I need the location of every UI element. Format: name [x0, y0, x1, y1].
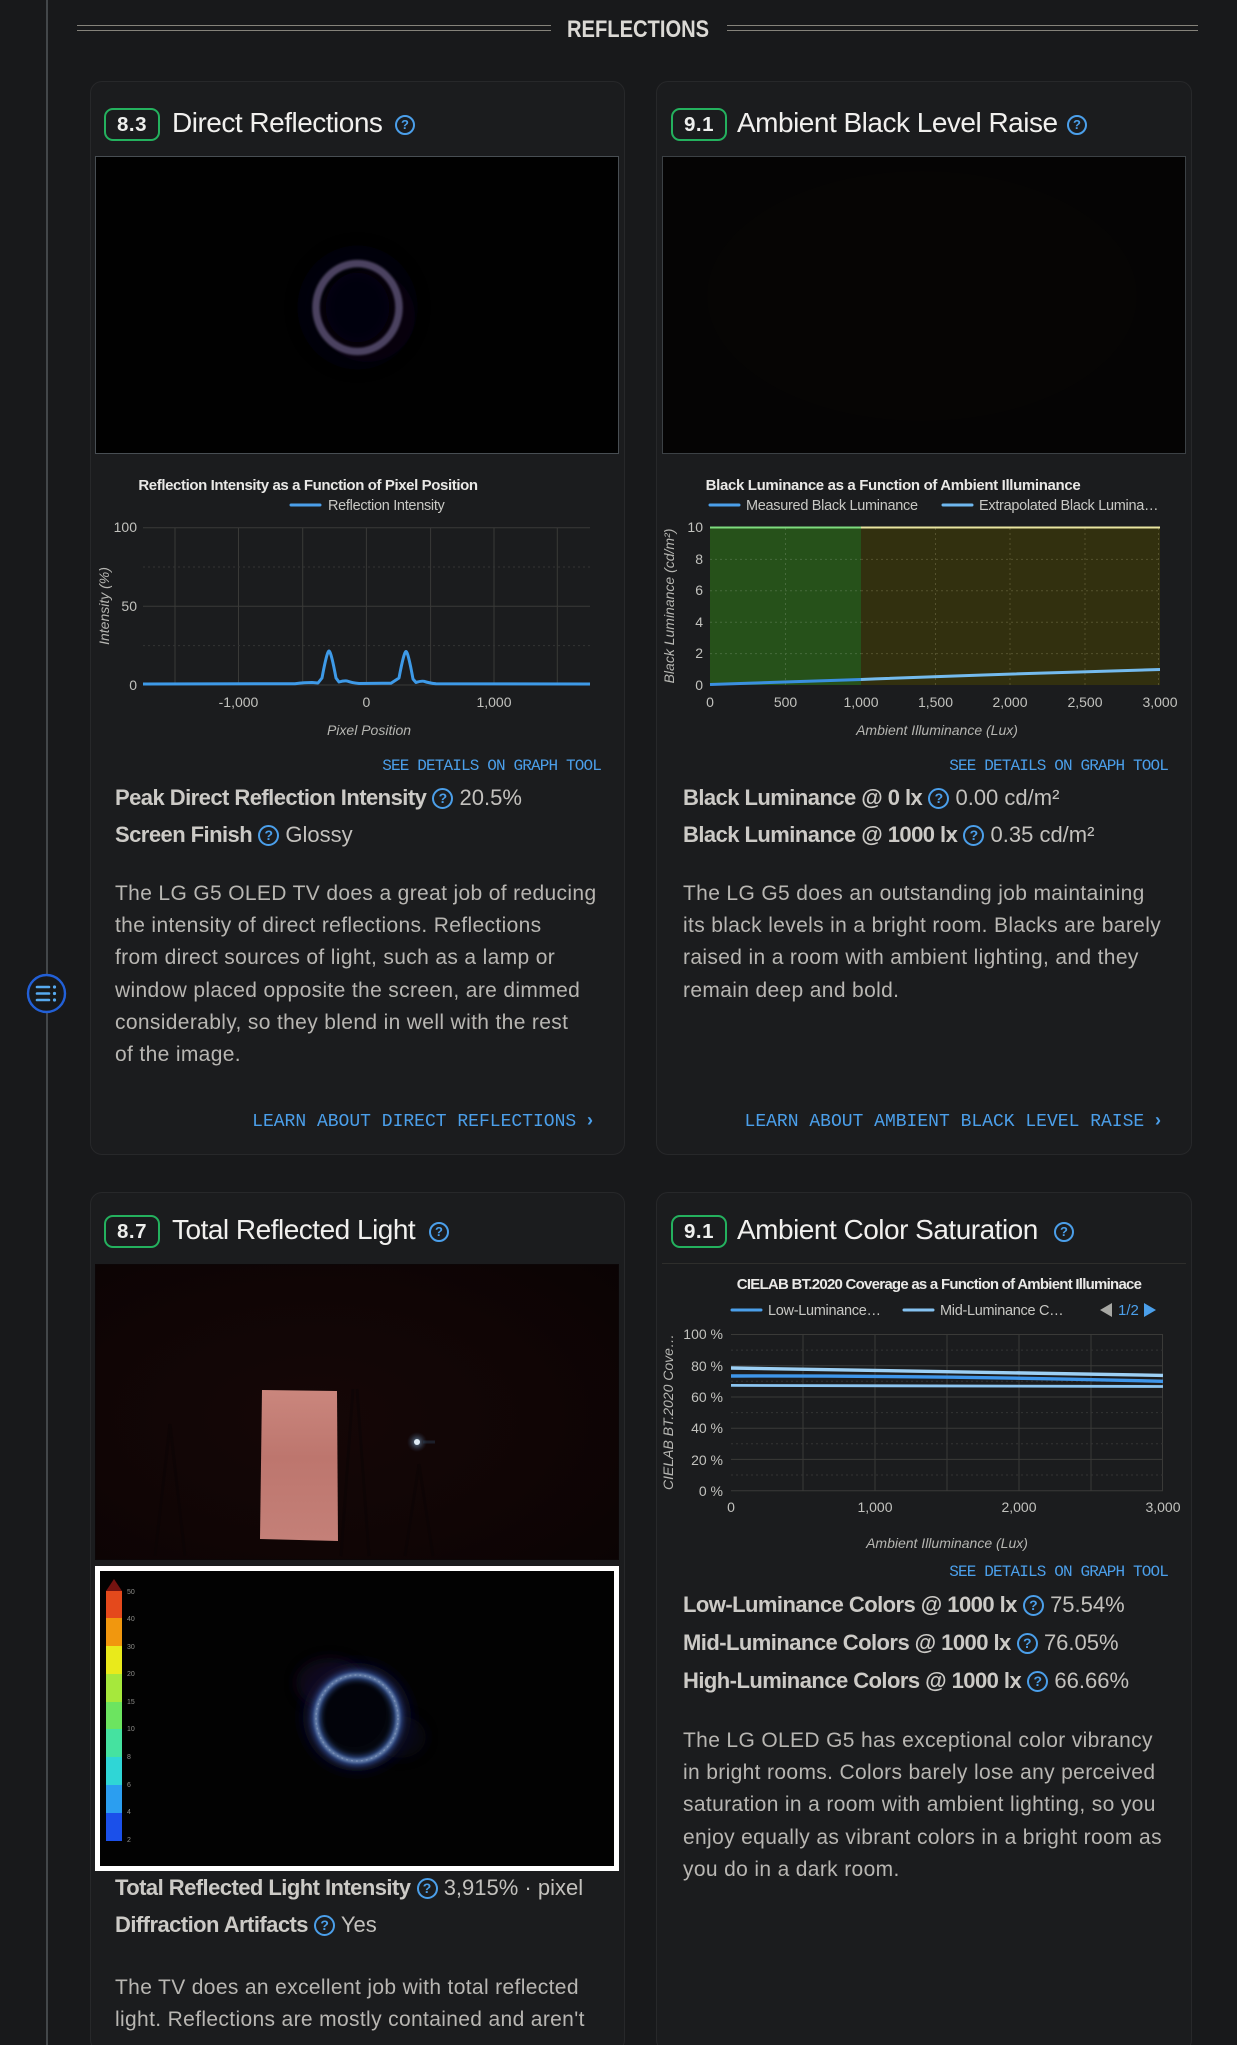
svg-text:Ambient Illuminance (Lux): Ambient Illuminance (Lux)	[865, 1535, 1028, 1551]
svg-text:0: 0	[727, 1499, 735, 1515]
svg-text:CIELAB BT.2020 Cove…: CIELAB BT.2020 Cove…	[662, 1334, 676, 1490]
svg-text:CIELAB BT.2020 Coverage as a F: CIELAB BT.2020 Coverage as a Function of…	[737, 1276, 1142, 1293]
svg-text:Low-Luminance…: Low-Luminance…	[768, 1303, 881, 1319]
svg-text:500: 500	[774, 694, 798, 710]
svg-text:2,000: 2,000	[992, 694, 1027, 710]
svg-text:100 %: 100 %	[683, 1326, 723, 1342]
svg-text:0: 0	[129, 677, 137, 693]
svg-text:0 %: 0 %	[699, 1483, 723, 1499]
svg-text:-1,000: -1,000	[219, 694, 259, 710]
svg-text:Black Luminance as a Function: Black Luminance as a Function of Ambient…	[706, 477, 1081, 494]
svg-text:4: 4	[695, 614, 703, 630]
svg-text:1,500: 1,500	[918, 694, 953, 710]
svg-text:40 %: 40 %	[691, 1420, 723, 1436]
svg-text:60 %: 60 %	[691, 1389, 723, 1405]
svg-text:50: 50	[127, 1589, 135, 1596]
svg-text:1,000: 1,000	[857, 1499, 892, 1515]
svg-text:2,000: 2,000	[1001, 1499, 1036, 1515]
svg-text:30: 30	[127, 1644, 135, 1651]
svg-text:Reflection Intensity: Reflection Intensity	[328, 498, 446, 514]
svg-text:100: 100	[114, 519, 138, 535]
svg-text:40: 40	[127, 1616, 135, 1623]
svg-text:1/2: 1/2	[1118, 1302, 1139, 1319]
svg-text:Measured Black Luminance: Measured Black Luminance	[746, 498, 918, 514]
svg-text:10: 10	[687, 519, 703, 535]
svg-text:Ambient Illuminance (Lux): Ambient Illuminance (Lux)	[855, 722, 1018, 738]
svg-text:Mid-Luminance C…: Mid-Luminance C…	[940, 1303, 1063, 1319]
svg-text:Extrapolated Black Lumina…: Extrapolated Black Lumina…	[979, 498, 1158, 514]
svg-text:6: 6	[127, 1782, 131, 1789]
svg-text:2: 2	[695, 645, 703, 661]
svg-text:20 %: 20 %	[691, 1452, 723, 1468]
svg-text:Intensity (%): Intensity (%)	[96, 567, 112, 645]
svg-text:1,000: 1,000	[843, 694, 878, 710]
svg-text:Pixel Position: Pixel Position	[327, 722, 411, 738]
svg-text:0: 0	[706, 694, 714, 710]
svg-text:50: 50	[121, 598, 137, 614]
svg-text:8: 8	[695, 551, 703, 567]
svg-text:0: 0	[363, 694, 371, 710]
svg-text:1,000: 1,000	[476, 694, 511, 710]
svg-text:Black Luminance (cd/m²): Black Luminance (cd/m²)	[662, 529, 677, 684]
svg-text:80 %: 80 %	[691, 1358, 723, 1374]
svg-text:15: 15	[127, 1699, 135, 1706]
svg-text:4: 4	[127, 1809, 131, 1816]
svg-text:2,500: 2,500	[1067, 694, 1102, 710]
svg-text:3,000: 3,000	[1142, 694, 1177, 710]
svg-text:0: 0	[695, 677, 703, 693]
svg-text:8: 8	[127, 1754, 131, 1761]
svg-text:3,000: 3,000	[1145, 1499, 1180, 1515]
svg-text:6: 6	[695, 582, 703, 598]
svg-text:Reflection Intensity as a Func: Reflection Intensity as a Function of Pi…	[138, 477, 477, 494]
svg-text:20: 20	[127, 1671, 135, 1678]
svg-text:2: 2	[127, 1837, 131, 1844]
svg-text:10: 10	[127, 1726, 135, 1733]
